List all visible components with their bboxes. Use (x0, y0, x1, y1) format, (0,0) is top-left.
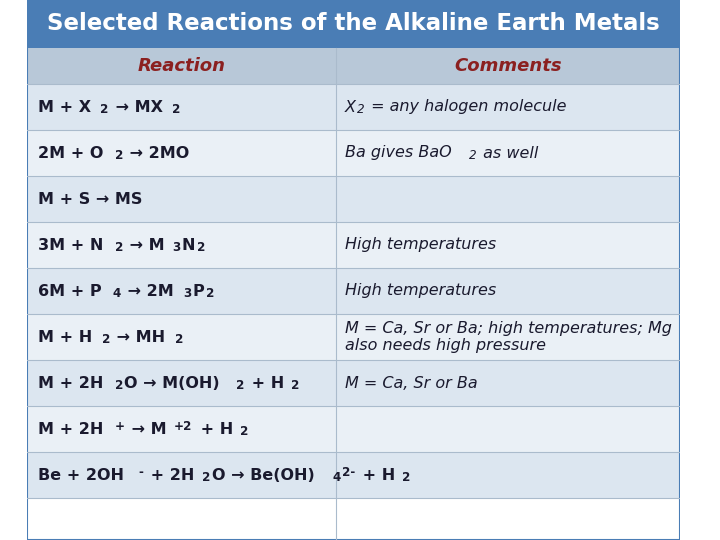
Text: 4: 4 (332, 470, 341, 484)
Text: M + S → MS: M + S → MS (38, 192, 143, 206)
Bar (27, 84, 680, 130)
Text: Selected Reactions of the Alkaline Earth Metals: Selected Reactions of the Alkaline Earth… (48, 12, 660, 36)
Text: 2: 2 (357, 103, 365, 116)
Text: → MX: → MX (110, 99, 163, 114)
Text: 6M + P: 6M + P (38, 284, 102, 299)
Text: 2: 2 (236, 379, 245, 392)
Text: Be + 2OH: Be + 2OH (38, 468, 125, 483)
Text: 2: 2 (197, 241, 206, 254)
Text: 2: 2 (202, 470, 211, 484)
Text: 2: 2 (114, 241, 123, 254)
Text: X: X (345, 99, 356, 114)
Text: → MH: → MH (112, 329, 166, 345)
Text: 3M + N: 3M + N (38, 238, 104, 253)
Text: 2: 2 (172, 103, 181, 116)
Text: 2: 2 (102, 333, 110, 346)
Text: M + H: M + H (38, 329, 92, 345)
Text: + H: + H (246, 375, 284, 390)
Text: 2: 2 (469, 148, 477, 161)
Text: M + 2H: M + 2H (38, 375, 104, 390)
Bar (27, 176, 680, 222)
Text: + H: + H (357, 468, 395, 483)
Text: 2: 2 (291, 379, 300, 392)
Text: → M: → M (127, 422, 167, 436)
Text: Ba gives BaO: Ba gives BaO (345, 145, 451, 160)
Text: Comments: Comments (454, 57, 562, 75)
Text: 2: 2 (100, 103, 109, 116)
Text: Reaction: Reaction (138, 57, 225, 75)
Text: 3: 3 (172, 241, 180, 254)
Text: 2: 2 (206, 287, 215, 300)
Text: 3: 3 (183, 287, 191, 300)
Text: +2: +2 (174, 421, 192, 434)
Text: 2M + O: 2M + O (38, 145, 104, 160)
Text: +: + (114, 421, 125, 434)
Text: 2: 2 (175, 333, 183, 346)
Bar (27, 406, 680, 452)
Text: as well: as well (478, 145, 539, 160)
Text: + H: + H (195, 422, 233, 436)
Text: → 2MO: → 2MO (125, 145, 190, 160)
Text: + 2H: + 2H (145, 468, 194, 483)
Text: M + X: M + X (38, 99, 91, 114)
Text: N: N (181, 238, 195, 253)
Text: = any halogen molecule: = any halogen molecule (366, 99, 567, 114)
Text: 2: 2 (114, 148, 123, 161)
Bar (27, 452, 680, 498)
Text: → 2M: → 2M (122, 284, 174, 299)
Bar (27, 268, 680, 314)
Text: P: P (192, 284, 204, 299)
Bar (27, 48, 680, 84)
Text: 2-: 2- (342, 467, 355, 480)
Text: -: - (139, 467, 144, 480)
Bar (27, 222, 680, 268)
Text: High temperatures: High temperatures (345, 238, 496, 253)
Text: → M: → M (125, 238, 165, 253)
Text: 2: 2 (114, 379, 123, 392)
Text: O → M(OH): O → M(OH) (125, 375, 220, 390)
Text: M = Ca, Sr or Ba; high temperatures; Mg
also needs high pressure: M = Ca, Sr or Ba; high temperatures; Mg … (345, 321, 672, 353)
Bar (27, 130, 680, 176)
Text: 2: 2 (240, 424, 248, 437)
Text: M = Ca, Sr or Ba: M = Ca, Sr or Ba (345, 375, 477, 390)
Bar (27, 360, 680, 406)
Bar (27, 314, 680, 360)
Text: O → Be(OH): O → Be(OH) (212, 468, 315, 483)
Text: High temperatures: High temperatures (345, 284, 496, 299)
Text: M + 2H: M + 2H (38, 422, 104, 436)
Text: 2: 2 (402, 470, 410, 484)
Text: 4: 4 (112, 287, 121, 300)
Bar (27, 0, 680, 48)
